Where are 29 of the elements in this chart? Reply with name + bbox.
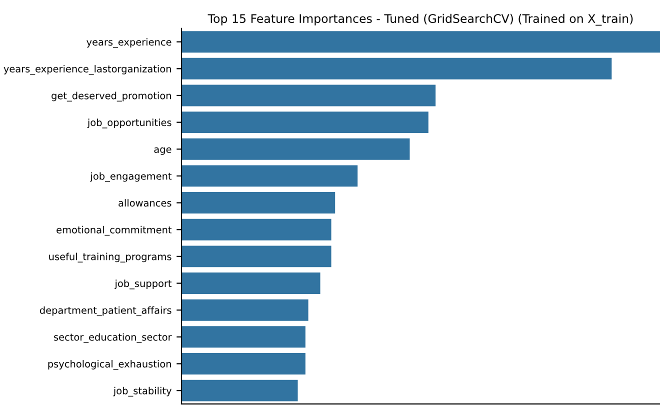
bar: [182, 353, 306, 374]
bar: [182, 192, 336, 214]
y-tick-label: job_stability: [113, 386, 172, 397]
bar: [182, 380, 298, 402]
y-tick-label: years_experience: [86, 38, 172, 48]
y-tick-label: psychological_exhaustion: [48, 360, 171, 370]
bar: [182, 84, 436, 106]
bar: [182, 58, 612, 80]
y-tick-label: job_opportunities: [87, 118, 172, 128]
y-tick-label: job_engagement: [90, 172, 172, 182]
y-tick-label: years_experience_lastorganization: [4, 64, 171, 75]
y-tick-label: job_support: [114, 280, 172, 290]
bar: [182, 272, 320, 294]
y-tick-label: useful_training_programs: [49, 252, 172, 262]
bar: [182, 165, 358, 187]
bar: [182, 31, 660, 53]
bar: [182, 138, 410, 160]
y-tick-label: allowances: [118, 199, 172, 207]
y-tick-label: sector_education_sector: [54, 333, 172, 343]
y-tick-label: age: [154, 147, 172, 155]
bar: [182, 246, 332, 268]
y-tick-label: department_patient_affairs: [40, 306, 172, 316]
chart-title: Top 15 Feature Importances - Tuned (GridSearchCV) (Trained on X_train): [208, 14, 633, 26]
y-tick-label: emotional_commitment: [56, 226, 172, 236]
y-tick-label: get_deserved_promotion: [52, 92, 171, 102]
bar: [182, 112, 428, 134]
bar: [182, 299, 308, 321]
bar: [182, 326, 306, 348]
bar: [182, 218, 332, 240]
